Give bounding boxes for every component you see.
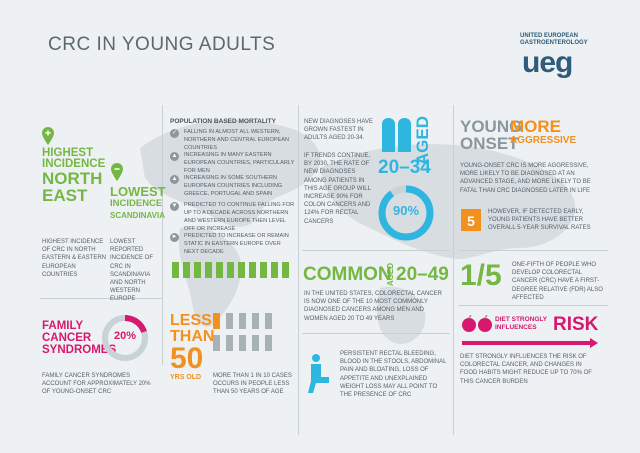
percent-ring-20 [102,315,148,361]
lowest-title-3: SCANDINAVIA [110,211,165,220]
fdr-fraction: 1/5 [460,259,502,292]
less-label: LESS [170,312,212,329]
family-text: FAMILY CANCER SYNDROMES ACCOUNT FOR APPR… [42,373,151,396]
right-arrow-icon: ► [170,233,179,242]
divider [302,250,450,251]
person-icon [249,262,256,278]
people-row-green [172,262,297,282]
person-icon [260,262,267,278]
common-label: COMMON [303,264,392,285]
highest-title-4: EAST [42,186,88,205]
mortality-item: ▼ PREDICTED TO CONTINUE FALLING FOR UP T… [170,202,295,232]
divider [302,333,450,334]
person-icon [252,335,259,351]
person-icon [239,313,246,329]
person-icon [183,262,190,278]
common-range: 20–49 [396,264,449,285]
person-icon [239,335,246,351]
diet-text: DIET STRONGLY INFLUENCES THE RISK OF COL… [460,354,592,385]
divider [40,298,162,299]
org-name: UNITED EUROPEAN GASTROENTEROLOGY [520,33,588,46]
mortality-item: ▲ INCREASING IN SOME SOUTHERN EUROPEAN C… [170,175,283,197]
fdr-text: ONE-FIFTH OF PEOPLE WHO DEVELOP COLORECT… [512,262,603,301]
person-icon [282,262,289,278]
lowest-title-2: INCIDENCE [110,198,163,209]
young-onset-title-1: YOUNG [460,117,523,136]
young-onset-title-2: ONSET [460,134,519,153]
family-title-3: SYNDROMES [42,344,117,356]
world-map-background [140,119,576,344]
highest-text: HIGHEST INCIDENCE OF CRC IN NORTH EASTER… [42,239,107,278]
person-icon [238,262,245,278]
aggressive-label: AGGRESSIVE [510,135,577,146]
down-arrow-icon: ▼ [170,202,179,211]
person-icon [226,335,233,351]
check-icon: ✓ [170,129,179,138]
page-title: CRC IN YOUNG ADULTS [48,34,276,55]
highest-title-1: HIGHEST [42,147,94,159]
person-icon [213,313,220,329]
highest-title-2: INCIDENCE [42,158,106,170]
diet-label-1: DIET STRONGLY [495,316,548,323]
person-icon [227,262,234,278]
common-text: IN THE UNITED STATES, COLORECTAL CANCER … [304,291,443,322]
divider [458,305,608,306]
more-label: MORE [510,117,561,136]
up-arrow-icon: ▲ [170,152,179,161]
person-icon [194,262,201,278]
symptoms-text: PERSISTENT RECTAL BLEEDING, BLOOD IN THE… [340,351,447,399]
percent-20-label: 20% [113,330,137,342]
person-icon [172,262,179,278]
age-range: 20–34 [378,157,431,178]
mortality-item: ▲ INCREASING IN MANY EASTERN EUROPEAN CO… [170,152,295,174]
diagnoses-text-1: NEW DIAGNOSES HAVE GROWN FASTEST IN ADUL… [304,119,373,142]
lowest-title-1: LOWEST [110,184,166,199]
less-than-50-text: MORE THAN 1 IN 10 CASES OCCURS IN PEOPLE… [213,373,292,396]
female-person-icon [398,118,411,152]
survival-text: HOWEVER, IF DETECTED EARLY, YOUNG PATIEN… [488,209,591,232]
divider [458,250,608,251]
mortality-item: ► PREDICTED TO INCREASE OR REMAIN STATIC… [170,233,289,255]
family-title-1: FAMILY [42,320,84,332]
toilet-person-icon [308,354,329,393]
yrs-old-label: YRS OLD [170,374,202,381]
up-arrow-icon: ▲ [170,175,179,184]
young-onset-text: YOUNG-ONSET CRC IS MORE AGGRESSIVE, MORE… [460,163,591,194]
apples-icon [462,315,492,332]
percent-ring-90 [378,185,434,241]
person-icon [226,313,233,329]
arrow-bar [462,338,598,348]
common-aged-label: AGED [386,263,395,287]
percent-90-label: 90% [392,203,420,218]
person-icon [265,313,272,329]
diet-label-2: INFLUENCES [495,324,537,331]
person-icon [271,262,278,278]
mortality-item: ✓ FALLING IN ALMOST ALL WESTERN, NORTHER… [170,129,290,151]
map-pin-minus-icon [111,163,123,181]
divider [298,105,299,435]
calendar-5-icon: 5 [461,209,481,231]
fifty-label: 50 [170,342,204,375]
diagnoses-text-2: IF TRENDS CONTINUE, BY 2030, THE RATE OF… [304,153,371,225]
person-icon [205,262,212,278]
person-icon [216,262,223,278]
risk-label: RISK [553,314,599,335]
person-icon [265,335,272,351]
than-label: THAN [170,328,215,345]
family-title-2: CANCER [42,332,92,344]
person-icon [213,335,220,351]
divider [162,105,163,365]
divider [453,105,454,435]
map-pin-plus-icon [42,127,54,145]
person-icon [252,313,259,329]
people-grid [213,313,293,357]
male-person-icon [382,118,395,152]
ueg-logo: ueg [522,46,573,79]
mortality-heading: POPULATION BASED MORTALITY [170,118,276,125]
lowest-text: LOWEST REPORTED INCIDENCE OF CRC IN SCAN… [110,239,154,303]
highest-title-3: NORTH [42,169,103,188]
